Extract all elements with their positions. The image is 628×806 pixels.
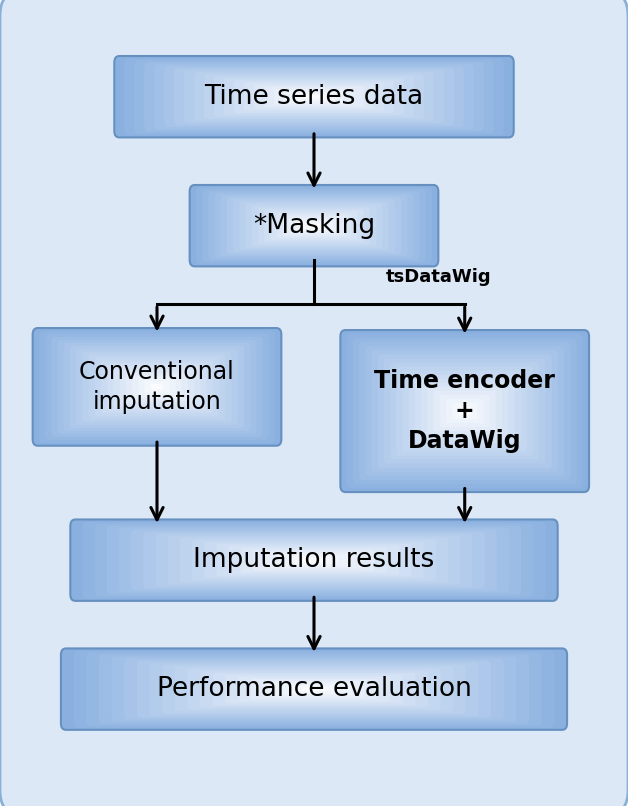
FancyBboxPatch shape — [202, 189, 426, 262]
FancyBboxPatch shape — [409, 375, 521, 447]
FancyBboxPatch shape — [213, 673, 415, 705]
FancyBboxPatch shape — [283, 215, 345, 236]
FancyBboxPatch shape — [138, 378, 176, 396]
FancyBboxPatch shape — [258, 207, 370, 244]
FancyBboxPatch shape — [63, 343, 250, 431]
FancyBboxPatch shape — [264, 86, 364, 107]
FancyBboxPatch shape — [151, 384, 163, 390]
FancyBboxPatch shape — [277, 214, 351, 238]
FancyBboxPatch shape — [45, 334, 269, 440]
Text: Conventional
imputation: Conventional imputation — [79, 360, 235, 413]
FancyBboxPatch shape — [253, 550, 375, 571]
FancyBboxPatch shape — [458, 407, 471, 415]
FancyBboxPatch shape — [244, 82, 384, 111]
FancyBboxPatch shape — [33, 328, 281, 446]
FancyBboxPatch shape — [234, 81, 394, 113]
FancyBboxPatch shape — [301, 687, 327, 692]
FancyBboxPatch shape — [51, 337, 263, 437]
FancyBboxPatch shape — [194, 73, 434, 121]
FancyBboxPatch shape — [215, 193, 413, 258]
FancyBboxPatch shape — [446, 399, 484, 423]
FancyBboxPatch shape — [114, 56, 514, 137]
FancyBboxPatch shape — [144, 381, 170, 393]
FancyBboxPatch shape — [384, 359, 546, 463]
FancyBboxPatch shape — [154, 64, 474, 129]
FancyBboxPatch shape — [302, 558, 326, 563]
FancyBboxPatch shape — [162, 665, 466, 713]
FancyBboxPatch shape — [82, 351, 232, 422]
FancyBboxPatch shape — [200, 671, 428, 708]
FancyBboxPatch shape — [101, 360, 213, 413]
FancyBboxPatch shape — [124, 659, 504, 720]
FancyBboxPatch shape — [190, 185, 438, 266]
FancyBboxPatch shape — [149, 663, 479, 716]
FancyBboxPatch shape — [220, 195, 407, 256]
FancyBboxPatch shape — [340, 330, 589, 492]
FancyBboxPatch shape — [284, 90, 344, 103]
FancyBboxPatch shape — [196, 187, 432, 264]
FancyBboxPatch shape — [274, 89, 354, 105]
FancyBboxPatch shape — [119, 528, 509, 592]
FancyBboxPatch shape — [289, 685, 339, 693]
FancyBboxPatch shape — [233, 199, 395, 252]
FancyBboxPatch shape — [61, 648, 567, 730]
FancyBboxPatch shape — [276, 683, 352, 696]
FancyBboxPatch shape — [403, 371, 527, 451]
FancyBboxPatch shape — [156, 534, 472, 587]
FancyBboxPatch shape — [126, 372, 188, 401]
FancyBboxPatch shape — [76, 349, 238, 425]
FancyBboxPatch shape — [421, 383, 508, 439]
FancyBboxPatch shape — [396, 367, 533, 455]
FancyBboxPatch shape — [73, 650, 555, 728]
FancyBboxPatch shape — [70, 519, 558, 601]
FancyBboxPatch shape — [304, 94, 324, 99]
FancyBboxPatch shape — [107, 364, 207, 410]
FancyBboxPatch shape — [131, 530, 497, 591]
FancyBboxPatch shape — [289, 218, 339, 234]
FancyBboxPatch shape — [241, 548, 387, 572]
FancyBboxPatch shape — [134, 60, 494, 133]
FancyBboxPatch shape — [187, 669, 440, 709]
FancyBboxPatch shape — [359, 343, 570, 480]
FancyBboxPatch shape — [214, 77, 414, 117]
FancyBboxPatch shape — [301, 222, 327, 230]
FancyBboxPatch shape — [452, 403, 477, 419]
FancyBboxPatch shape — [112, 657, 516, 721]
FancyBboxPatch shape — [239, 202, 389, 250]
Text: Time series data: Time series data — [205, 84, 423, 110]
FancyBboxPatch shape — [246, 203, 382, 248]
FancyBboxPatch shape — [353, 339, 577, 484]
FancyBboxPatch shape — [175, 667, 453, 712]
FancyBboxPatch shape — [184, 70, 444, 123]
FancyBboxPatch shape — [377, 355, 552, 467]
FancyBboxPatch shape — [229, 546, 399, 575]
FancyBboxPatch shape — [415, 379, 514, 443]
FancyBboxPatch shape — [295, 219, 333, 232]
FancyBboxPatch shape — [428, 387, 502, 435]
FancyBboxPatch shape — [278, 554, 350, 567]
FancyBboxPatch shape — [39, 331, 275, 442]
FancyBboxPatch shape — [58, 340, 256, 434]
FancyBboxPatch shape — [308, 223, 320, 228]
Text: *Masking: *Masking — [253, 213, 375, 239]
FancyBboxPatch shape — [132, 375, 182, 399]
FancyBboxPatch shape — [99, 654, 529, 724]
FancyBboxPatch shape — [263, 681, 365, 697]
Text: Time encoder
+
DataWig: Time encoder + DataWig — [374, 369, 555, 453]
FancyBboxPatch shape — [238, 677, 390, 701]
FancyBboxPatch shape — [204, 74, 424, 119]
FancyBboxPatch shape — [164, 66, 463, 127]
FancyBboxPatch shape — [114, 366, 200, 408]
FancyBboxPatch shape — [89, 355, 225, 419]
FancyBboxPatch shape — [217, 544, 411, 576]
FancyBboxPatch shape — [252, 206, 376, 246]
FancyBboxPatch shape — [143, 532, 485, 588]
FancyBboxPatch shape — [124, 58, 504, 135]
FancyBboxPatch shape — [120, 369, 194, 405]
FancyBboxPatch shape — [294, 93, 334, 101]
FancyBboxPatch shape — [365, 347, 564, 476]
FancyBboxPatch shape — [390, 363, 539, 459]
FancyBboxPatch shape — [137, 661, 491, 717]
FancyBboxPatch shape — [86, 653, 542, 725]
